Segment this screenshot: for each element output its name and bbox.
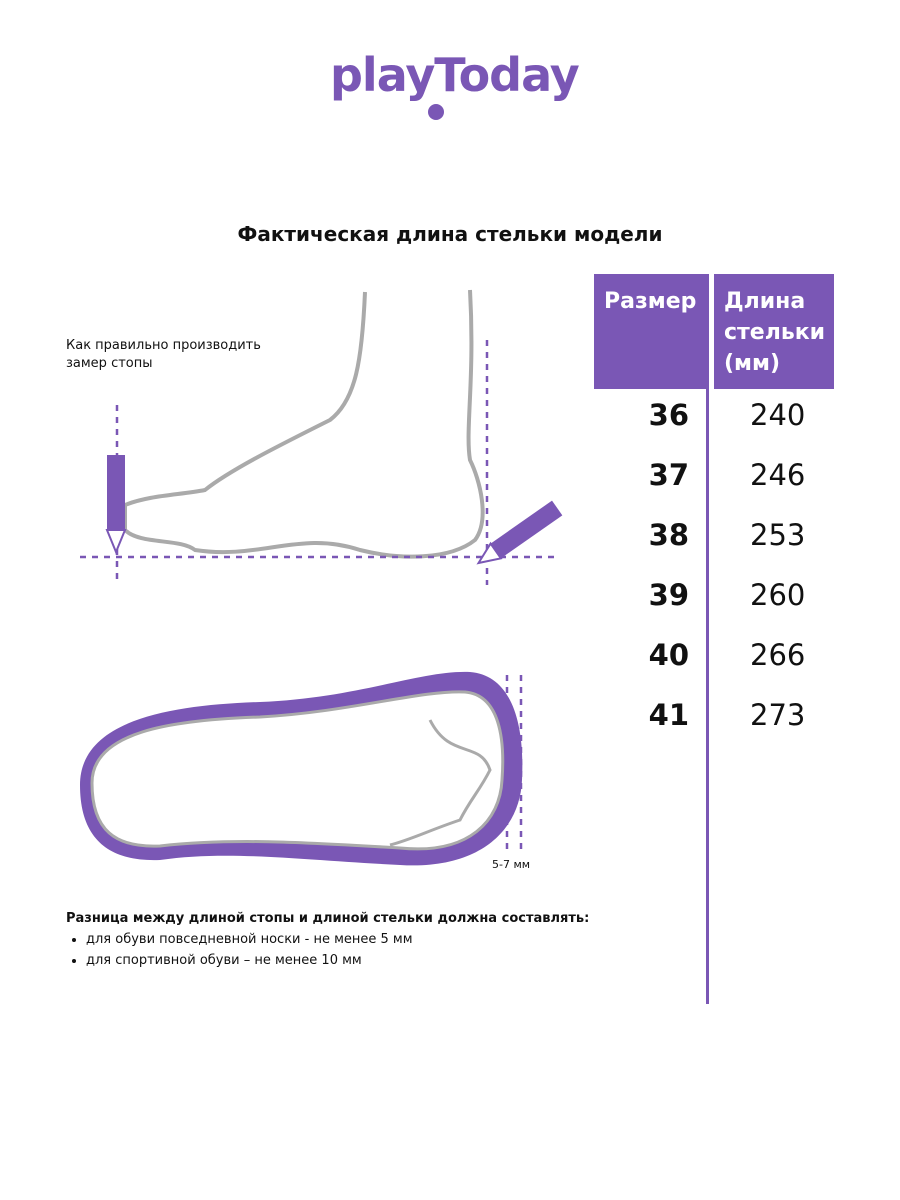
insole-top-drawing: [80, 671, 523, 866]
size-cell: 38: [648, 518, 689, 552]
note-heading: Разница между длиной стопы и длиной стел…: [66, 911, 590, 926]
table-row: 37 246: [594, 458, 834, 498]
header-size: Размер: [594, 274, 708, 389]
length-cell: 240: [750, 398, 806, 432]
note: Разница между длиной стопы и длиной стел…: [66, 911, 589, 974]
table-row: 36 240: [594, 398, 834, 438]
table-row: 38 253: [594, 518, 834, 558]
length-cell: 246: [750, 458, 806, 492]
gap-label: 5-7 мм: [492, 858, 531, 871]
size-cell: 37: [648, 458, 689, 492]
size-cell: 39: [648, 578, 689, 612]
note-item: для обуви повседневной носки - не менее …: [86, 932, 589, 947]
table-row: 39 260: [594, 578, 834, 618]
table-row: 41 273: [594, 698, 834, 738]
size-cell: 36: [648, 398, 689, 432]
length-cell: 266: [750, 638, 806, 672]
page-title: Фактическая длина стельки модели: [237, 222, 663, 246]
pencil-icon-right: [476, 500, 563, 565]
table-divider: [706, 274, 709, 1004]
logo-dot: [428, 104, 444, 120]
size-cell: 41: [648, 698, 689, 732]
brand-logo: playToday: [330, 48, 580, 102]
length-cell: 260: [750, 578, 806, 612]
length-cell: 253: [750, 518, 806, 552]
header-length: Длина стельки (мм): [714, 274, 834, 389]
size-cell: 40: [648, 638, 689, 672]
table-row: 40 266: [594, 638, 834, 678]
howto-label: Как правильно производить замер стопы: [66, 338, 261, 371]
pencil-icon-left: [105, 455, 127, 555]
length-cell: 273: [750, 698, 806, 732]
foot-side-drawing: [123, 289, 485, 559]
note-item: для спортивной обуви – не менее 10 мм: [86, 953, 589, 968]
